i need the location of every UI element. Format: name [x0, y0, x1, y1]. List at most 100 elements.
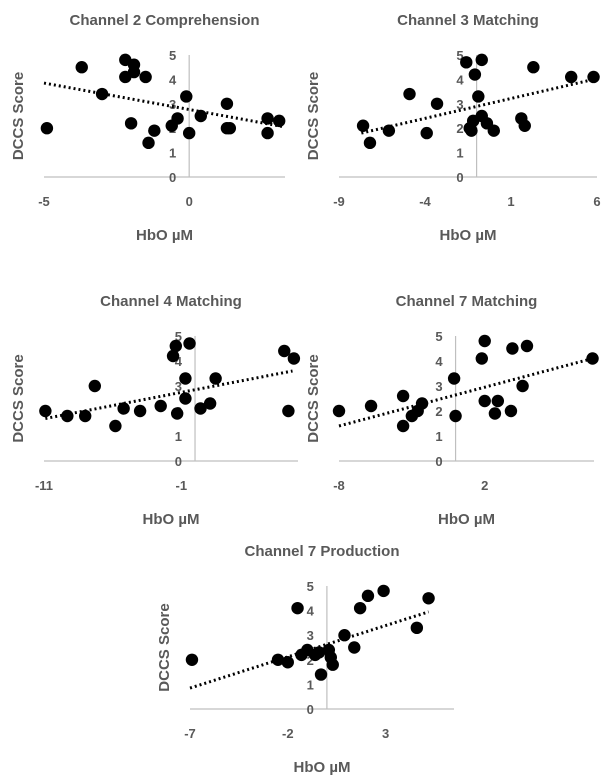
data-point: [312, 646, 326, 659]
data-point: [281, 656, 294, 669]
data-point: [287, 352, 301, 365]
data-point: [324, 651, 337, 664]
data-point: [261, 112, 274, 125]
data-point: [124, 117, 138, 130]
y-tick-label: 5: [456, 48, 463, 63]
data-point: [194, 402, 207, 415]
data-point: [209, 372, 222, 385]
data-point: [203, 397, 217, 410]
data-point: [403, 87, 416, 101]
data-point: [127, 65, 141, 79]
data-point: [405, 409, 419, 423]
data-point: [520, 339, 534, 353]
data-point: [61, 409, 74, 423]
y-tick-label: 5: [169, 48, 176, 63]
y-tick-label: 1: [169, 146, 176, 161]
data-point: [506, 342, 519, 355]
data-point: [194, 109, 207, 123]
x-axis-title: HbO µM: [294, 759, 351, 775]
trendline: [43, 81, 286, 129]
y-axis-title: DCCS Score: [305, 354, 322, 442]
data-point: [154, 399, 167, 413]
data-point: [295, 648, 308, 662]
y-tick-label: 4: [169, 72, 177, 87]
data-point: [278, 344, 291, 358]
data-point: [119, 53, 132, 67]
data-point: [88, 379, 102, 393]
trendline: [338, 357, 593, 428]
y-tick-label: 5: [307, 579, 314, 594]
y-tick-label: 3: [307, 628, 314, 643]
data-point: [169, 339, 183, 353]
y-tick-label: 2: [169, 121, 176, 136]
data-point: [377, 584, 390, 598]
data-point: [396, 419, 410, 433]
data-point: [185, 653, 199, 666]
chart-title: Channel 7 Production: [244, 543, 399, 560]
x-tick-label: 1: [507, 194, 514, 209]
data-point: [361, 589, 375, 603]
chart-title: Channel 7 Matching: [396, 293, 538, 310]
data-point: [109, 419, 122, 433]
data-point: [518, 119, 531, 132]
y-axis-title: DCCS Score: [156, 603, 173, 691]
y-tick-label: 4: [435, 354, 443, 369]
data-point: [565, 70, 578, 84]
data-point: [322, 643, 336, 657]
data-point: [170, 407, 184, 420]
x-tick-label: -4: [419, 194, 431, 209]
data-point: [460, 56, 473, 69]
data-point: [449, 409, 462, 423]
chart-title: Channel 3 Matching: [397, 12, 539, 29]
data-point: [119, 70, 132, 84]
data-point: [516, 379, 529, 393]
data-point: [308, 648, 322, 662]
x-axis-title: HbO µM: [136, 227, 193, 244]
data-point: [220, 122, 234, 135]
data-point: [515, 112, 528, 125]
x-tick-label: -5: [38, 194, 50, 209]
y-tick-label: 0: [169, 170, 176, 185]
data-point: [95, 87, 109, 101]
data-point: [475, 109, 488, 123]
data-point: [291, 601, 304, 615]
data-point: [220, 97, 234, 111]
y-tick-label: 3: [175, 379, 182, 394]
x-axis-title: HbO µM: [438, 511, 495, 528]
y-tick-label: 1: [435, 429, 442, 444]
data-point: [527, 60, 540, 74]
y-tick-label: 0: [456, 170, 463, 185]
data-point: [472, 90, 485, 103]
data-point: [411, 404, 424, 418]
data-point: [179, 392, 192, 405]
data-point: [338, 629, 351, 642]
data-point: [465, 124, 478, 137]
data-point: [332, 404, 346, 418]
y-tick-label: 3: [435, 379, 442, 394]
trendline: [45, 369, 293, 420]
data-point: [410, 621, 424, 635]
data-point: [282, 404, 295, 418]
y-tick-label: 4: [456, 72, 464, 87]
y-tick-label: 4: [307, 604, 315, 619]
data-point: [261, 126, 274, 140]
data-point: [420, 126, 433, 140]
data-point: [272, 114, 286, 128]
y-tick-label: 5: [435, 329, 442, 344]
data-point: [382, 124, 396, 137]
data-point: [148, 124, 161, 137]
data-point: [183, 337, 196, 350]
trendline: [189, 610, 430, 690]
y-tick-label: 5: [175, 329, 182, 344]
data-point: [468, 68, 482, 81]
data-point: [463, 122, 476, 135]
x-tick-label: -7: [184, 726, 196, 741]
data-point: [117, 402, 130, 415]
data-point: [488, 407, 502, 420]
data-point: [75, 60, 88, 74]
data-point: [180, 90, 193, 103]
x-tick-label: 3: [382, 726, 389, 741]
data-point: [142, 136, 155, 150]
